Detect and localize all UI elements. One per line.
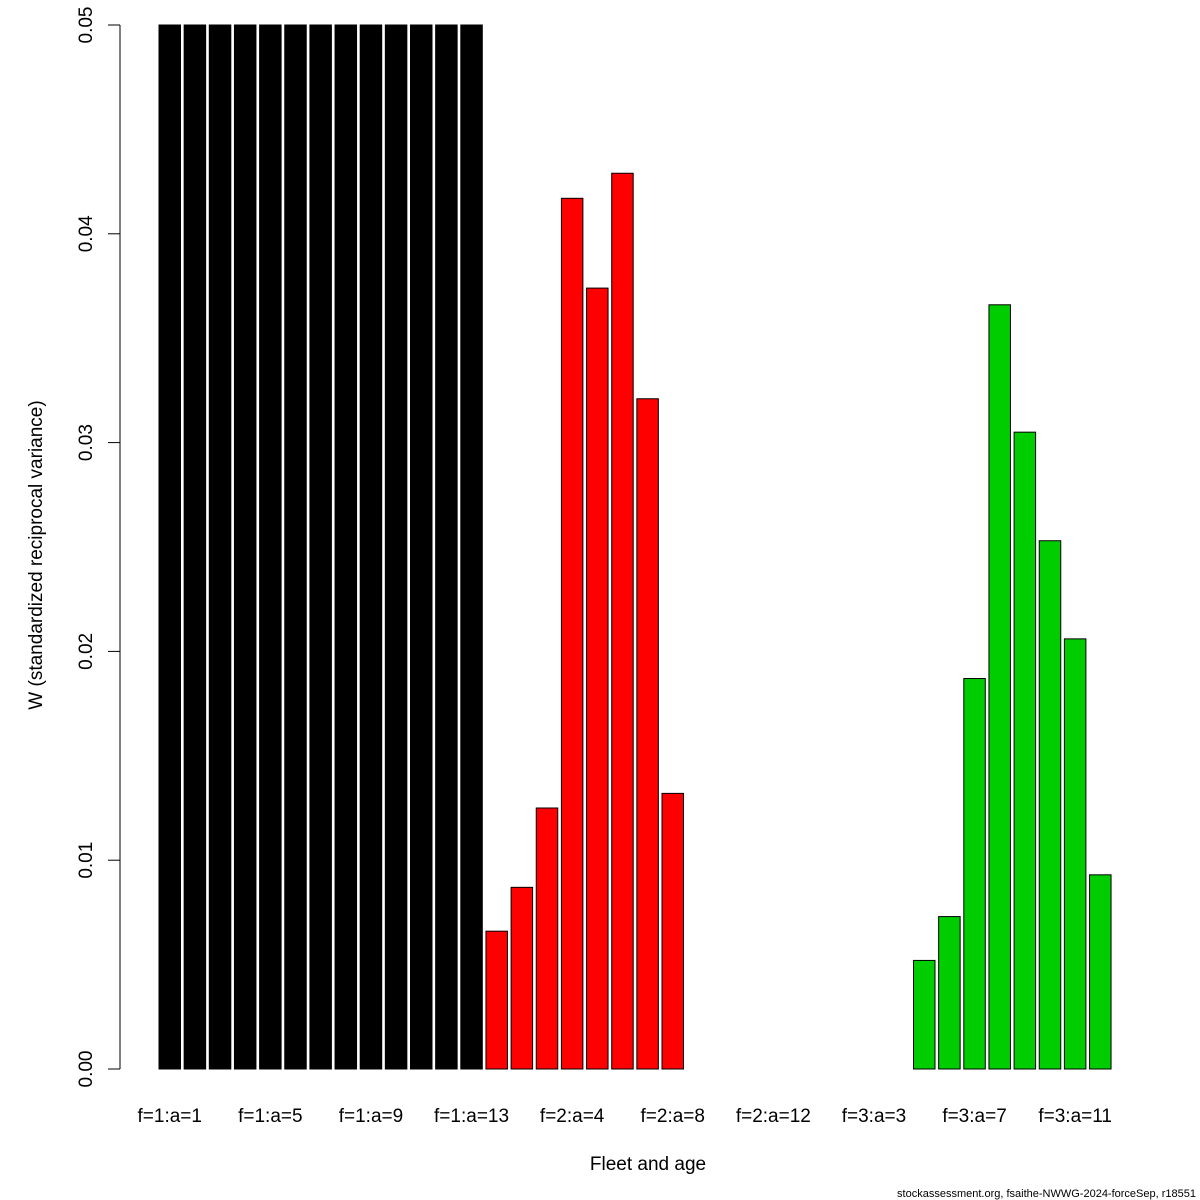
- y-tick-label: 0.00: [76, 1051, 97, 1088]
- bar-f-3-a-6: [938, 916, 961, 1070]
- bar-f-1-a-7: [309, 24, 332, 1070]
- x-tick-label: f=2:a=12: [736, 1106, 811, 1127]
- bar-f-1-a-5: [259, 24, 282, 1070]
- y-tick-label: 0.03: [76, 424, 97, 461]
- bar-f-1-a-3: [208, 24, 232, 1070]
- x-tick-label: f=3:a=11: [1038, 1106, 1112, 1127]
- bar-f-2-a-5: [586, 287, 609, 1070]
- bar-f-2-a-8: [661, 792, 684, 1070]
- y-axis-title: W (standardized reciprocal variance): [26, 400, 47, 709]
- bar-f-2-a-2: [510, 886, 534, 1070]
- bar-f-1-a-2: [183, 24, 207, 1070]
- bar-f-3-a-12: [1089, 874, 1112, 1070]
- x-tick-label: f=3:a=3: [842, 1106, 906, 1127]
- y-tick-label: 0.05: [76, 7, 97, 44]
- bar-f-1-a-11: [410, 24, 433, 1070]
- bar-f-1-a-6: [284, 24, 307, 1070]
- bar-f-1-a-1: [158, 24, 181, 1070]
- x-tick-label: f=2:a=8: [641, 1106, 705, 1127]
- bar-f-2-a-1: [485, 930, 508, 1070]
- bar-f-3-a-11: [1063, 638, 1087, 1070]
- x-tick-label: f=2:a=4: [540, 1106, 605, 1127]
- bar-f-1-a-9: [359, 24, 383, 1070]
- y-tick-label: 0.01: [76, 842, 97, 879]
- x-tick-label: f=1:a=9: [339, 1106, 403, 1127]
- bar-f-2-a-7: [636, 398, 659, 1070]
- x-axis-title: Fleet and age: [590, 1154, 706, 1175]
- bar-f-1-a-8: [334, 24, 358, 1070]
- y-axis: 0.00 0.01 0.02 0.03 0.04 0.05: [76, 7, 121, 1088]
- x-tick-label: f=1:a=1: [138, 1106, 202, 1127]
- y-tick-label: 0.04: [76, 215, 97, 252]
- bar-f-2-a-3: [535, 807, 559, 1070]
- bar-f-3-a-9: [1013, 431, 1037, 1070]
- bar-f-2-a-6: [611, 172, 634, 1070]
- bar-f-2-a-4: [560, 197, 584, 1070]
- bar-f-1-a-13: [460, 24, 483, 1070]
- bar-f-3-a-5: [913, 959, 936, 1070]
- bar-f-1-a-10: [384, 24, 408, 1070]
- bar-f-1-a-4: [233, 24, 257, 1070]
- bar-f-1-a-12: [435, 24, 458, 1070]
- x-tick-labels: f=1:a=1 f=1:a=5 f=1:a=9 f=1:a=13 f=2:a=4 f=2:…: [138, 1106, 1112, 1127]
- bars-group: [158, 24, 1112, 1070]
- x-tick-label: f=1:a=13: [434, 1106, 509, 1127]
- bar-f-3-a-10: [1038, 540, 1062, 1070]
- x-tick-label: f=3:a=7: [942, 1106, 1006, 1127]
- x-tick-label: f=1:a=5: [238, 1106, 302, 1127]
- credit-text: stockassessment.org, fsaithe-NWWG-2024-f…: [897, 1188, 1196, 1200]
- bar-f-3-a-7: [963, 678, 986, 1070]
- y-tick-label: 0.02: [76, 633, 97, 670]
- bar-f-3-a-8: [988, 304, 1011, 1070]
